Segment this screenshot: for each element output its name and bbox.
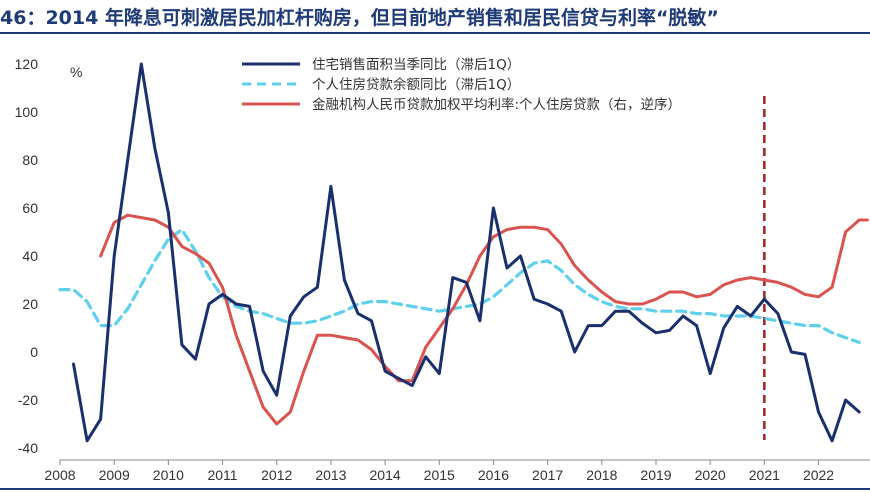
- y-tick-label: 60: [22, 200, 38, 216]
- x-tick-label: 2010: [153, 467, 184, 483]
- y-unit-label: %: [70, 64, 82, 80]
- x-tick-label: 2008: [44, 467, 75, 483]
- y-tick-label: 0: [30, 344, 38, 360]
- y-tick-label: -20: [18, 392, 38, 408]
- bottom-rule: [0, 488, 870, 490]
- x-tick-label: 2012: [261, 467, 292, 483]
- chart-series: [58, 62, 869, 443]
- x-tick-label: 2015: [424, 467, 455, 483]
- series-line-3: [99, 213, 869, 426]
- y-tick-label: 100: [15, 104, 39, 120]
- x-tick-label: 2009: [99, 467, 130, 483]
- series-line-1: [72, 62, 861, 443]
- series-line-2: [58, 228, 861, 344]
- y-tick-label: 120: [15, 56, 39, 72]
- x-tick-label: 2019: [640, 467, 671, 483]
- x-tick-label: 2013: [315, 467, 346, 483]
- x-tick-label: 2017: [532, 467, 563, 483]
- x-tick-label: 2011: [207, 467, 237, 483]
- x-tick-label: 2016: [478, 467, 509, 483]
- y-tick-label: 20: [22, 296, 38, 312]
- y-tick-label: -40: [18, 440, 38, 456]
- figure-title-bar: 46：2014 年降息可刺激居民加杠杆购房，但目前地产销售和居民信贷与利率“脱敏…: [0, 0, 870, 34]
- y-tick-label: 80: [22, 152, 38, 168]
- figure-title: 46：2014 年降息可刺激居民加杠杆购房，但目前地产销售和居民信贷与利率“脱敏…: [0, 7, 719, 29]
- legend-label-1: 住宅销售面积当季同比（滞后1Q）: [312, 57, 520, 73]
- y-tick-label: 40: [22, 248, 38, 264]
- x-tick-label: 2018: [586, 467, 617, 483]
- legend-label-2: 个人住房贷款余额同比（滞后1Q）: [312, 76, 520, 93]
- x-tick-label: 2014: [370, 467, 401, 483]
- x-tick-label: 2022: [803, 467, 834, 483]
- x-tick-label: 2021: [749, 467, 780, 483]
- x-tick-label: 2020: [695, 467, 726, 483]
- legend-label-3: 金融机构人民币贷款加权平均利率:个人住房贷款（右，逆序）: [312, 96, 681, 113]
- chart-legend: 住宅销售面积当季同比（滞后1Q） 个人住房贷款余额同比（滞后1Q） 金融机构人民币贷…: [242, 57, 681, 113]
- chart-axes: -40 -20 0 20 40 60 80 100 120 % 2008 2009 2010 2011 20…: [15, 56, 870, 483]
